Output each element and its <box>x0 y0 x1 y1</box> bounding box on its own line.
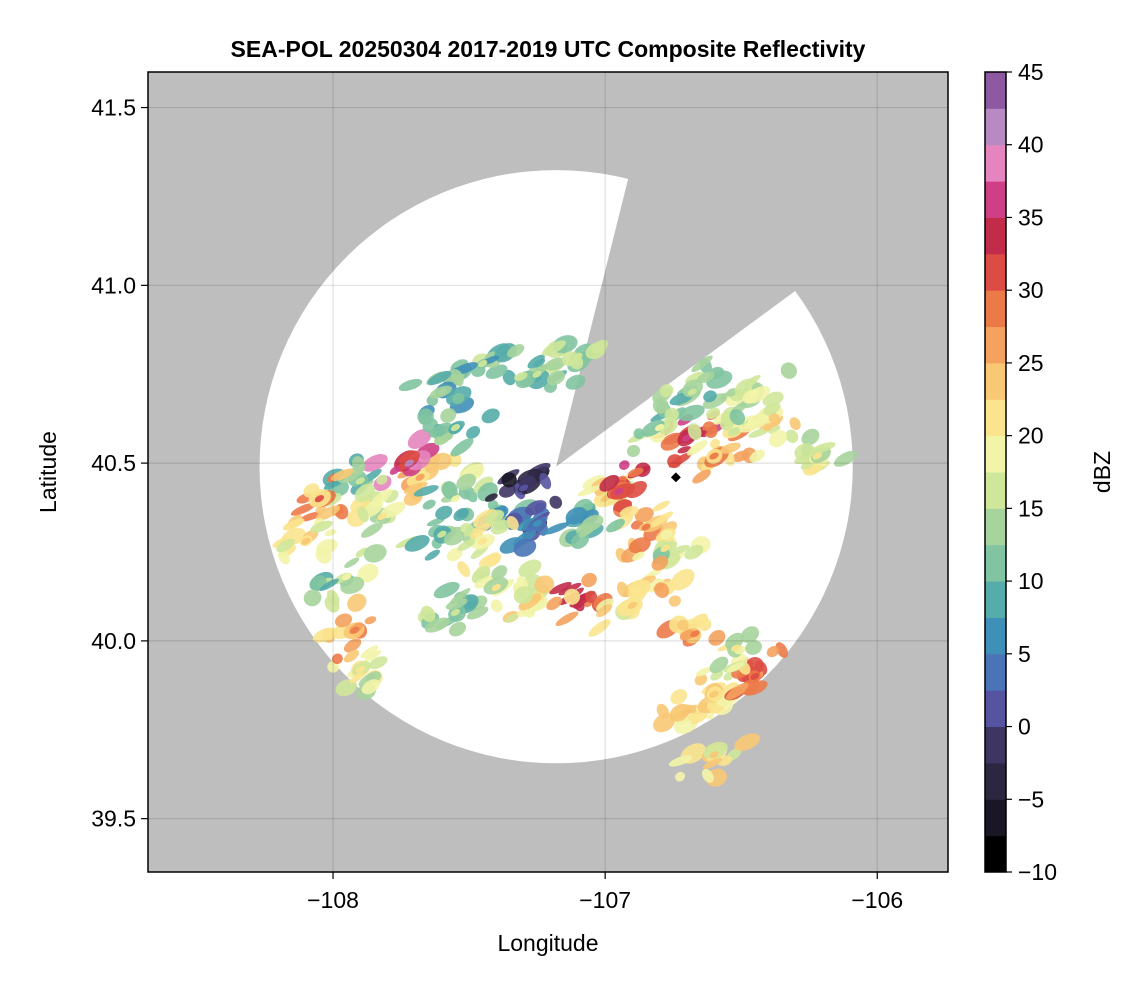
chart-title: SEA-POL 20250304 2017-2019 UTC Composite… <box>231 36 866 62</box>
colorbar-tick-label: 35 <box>1018 204 1044 230</box>
echo-cell <box>502 354 567 393</box>
echo-cell <box>656 613 726 647</box>
colorbar-segment <box>985 144 1006 182</box>
echo-cell <box>312 593 377 665</box>
echo-cell <box>418 408 500 457</box>
x-tick-label: −106 <box>851 887 903 913</box>
x-tick-label: −107 <box>579 887 631 913</box>
colorbar-tick-label: 40 <box>1018 132 1044 158</box>
plot-area <box>148 72 948 872</box>
y-tick-label: 40.5 <box>91 450 136 476</box>
colorbar-tick-label: −10 <box>1018 859 1057 885</box>
y-tick-label: 41.0 <box>91 272 136 298</box>
colorbar-segment <box>985 72 1006 109</box>
colorbar-tick-label: 20 <box>1018 423 1044 449</box>
colorbar-segment <box>985 617 1006 655</box>
x-tick-label: −108 <box>307 887 359 913</box>
colorbar-tick-label: 45 <box>1018 59 1044 85</box>
echo-cell <box>346 488 406 538</box>
echo-cell <box>303 544 387 613</box>
echo-cell <box>327 645 388 701</box>
echo-cell <box>499 495 563 557</box>
echo-cell <box>652 355 733 409</box>
echo-cell <box>543 498 625 549</box>
colorbar-segment <box>985 362 1006 400</box>
echo-cell <box>695 626 762 681</box>
blocked-beam-sector <box>556 140 828 467</box>
colorbar-segment <box>985 472 1006 509</box>
colorbar-tick-label: 5 <box>1018 641 1031 667</box>
colorbar-segment <box>985 108 1006 146</box>
site-marker <box>670 472 681 483</box>
y-axis: 39.5 40.0 40.5 41.0 41.5 <box>91 95 148 832</box>
colorbar-segment <box>985 508 1006 546</box>
echo-cell <box>362 428 440 492</box>
colorbar-tick-label: 10 <box>1018 568 1044 594</box>
colorbar <box>985 72 1006 873</box>
reflectivity-echoes <box>272 335 857 787</box>
y-axis-label: Latitude <box>35 431 61 513</box>
x-axis: −108 −107 −106 <box>307 872 903 913</box>
colorbar-tick-label: 15 <box>1018 495 1044 521</box>
echo-cell <box>541 335 608 390</box>
echo-cell <box>794 428 857 476</box>
colorbar-segment <box>985 290 1006 328</box>
colorbar-segment <box>985 544 1006 582</box>
echo-cell <box>668 733 761 787</box>
echo-cell <box>599 460 651 518</box>
colorbar-tick-label: −5 <box>1018 786 1044 812</box>
echo-cell <box>417 581 479 637</box>
y-tick-label: 41.5 <box>91 95 136 121</box>
colorbar-segment <box>985 835 1006 873</box>
colorbar-tick-label: 30 <box>1018 277 1044 303</box>
echo-cell <box>484 462 552 516</box>
colorbar-segment <box>985 581 1006 618</box>
x-axis-label: Longitude <box>497 930 598 956</box>
colorbar-segment <box>985 399 1006 437</box>
colorbar-segment <box>985 799 1006 837</box>
colorbar-segment <box>985 435 1006 473</box>
echo-cell <box>720 362 797 426</box>
grid-lines <box>148 72 948 872</box>
echo-cell <box>612 500 677 563</box>
colorbar-segment <box>985 217 1006 255</box>
colorbar-tick-label: 0 <box>1018 714 1031 740</box>
colorbar-ticks: −10 −5 0 5 10 15 20 25 30 35 40 45 <box>1006 59 1057 885</box>
echo-cell <box>395 505 476 561</box>
y-tick-label: 40.0 <box>91 628 136 654</box>
colorbar-segment <box>985 653 1006 691</box>
colorbar-segment <box>985 690 1006 728</box>
colorbar-segment <box>985 326 1006 364</box>
echo-cell <box>616 555 695 607</box>
colorbar-segment <box>985 253 1006 291</box>
y-tick-label: 39.5 <box>91 806 136 832</box>
plot-frame <box>147 71 949 873</box>
echo-cell <box>398 362 478 425</box>
colorbar-segment <box>985 181 1006 218</box>
colorbar-frame <box>984 71 1007 873</box>
colorbar-label: dBZ <box>1089 451 1115 493</box>
colorbar-tick-label: 25 <box>1018 350 1044 376</box>
colorbar-segment <box>985 726 1006 764</box>
colorbar-segment <box>985 762 1006 800</box>
echo-cell <box>272 505 340 565</box>
echo-cell <box>626 397 705 458</box>
